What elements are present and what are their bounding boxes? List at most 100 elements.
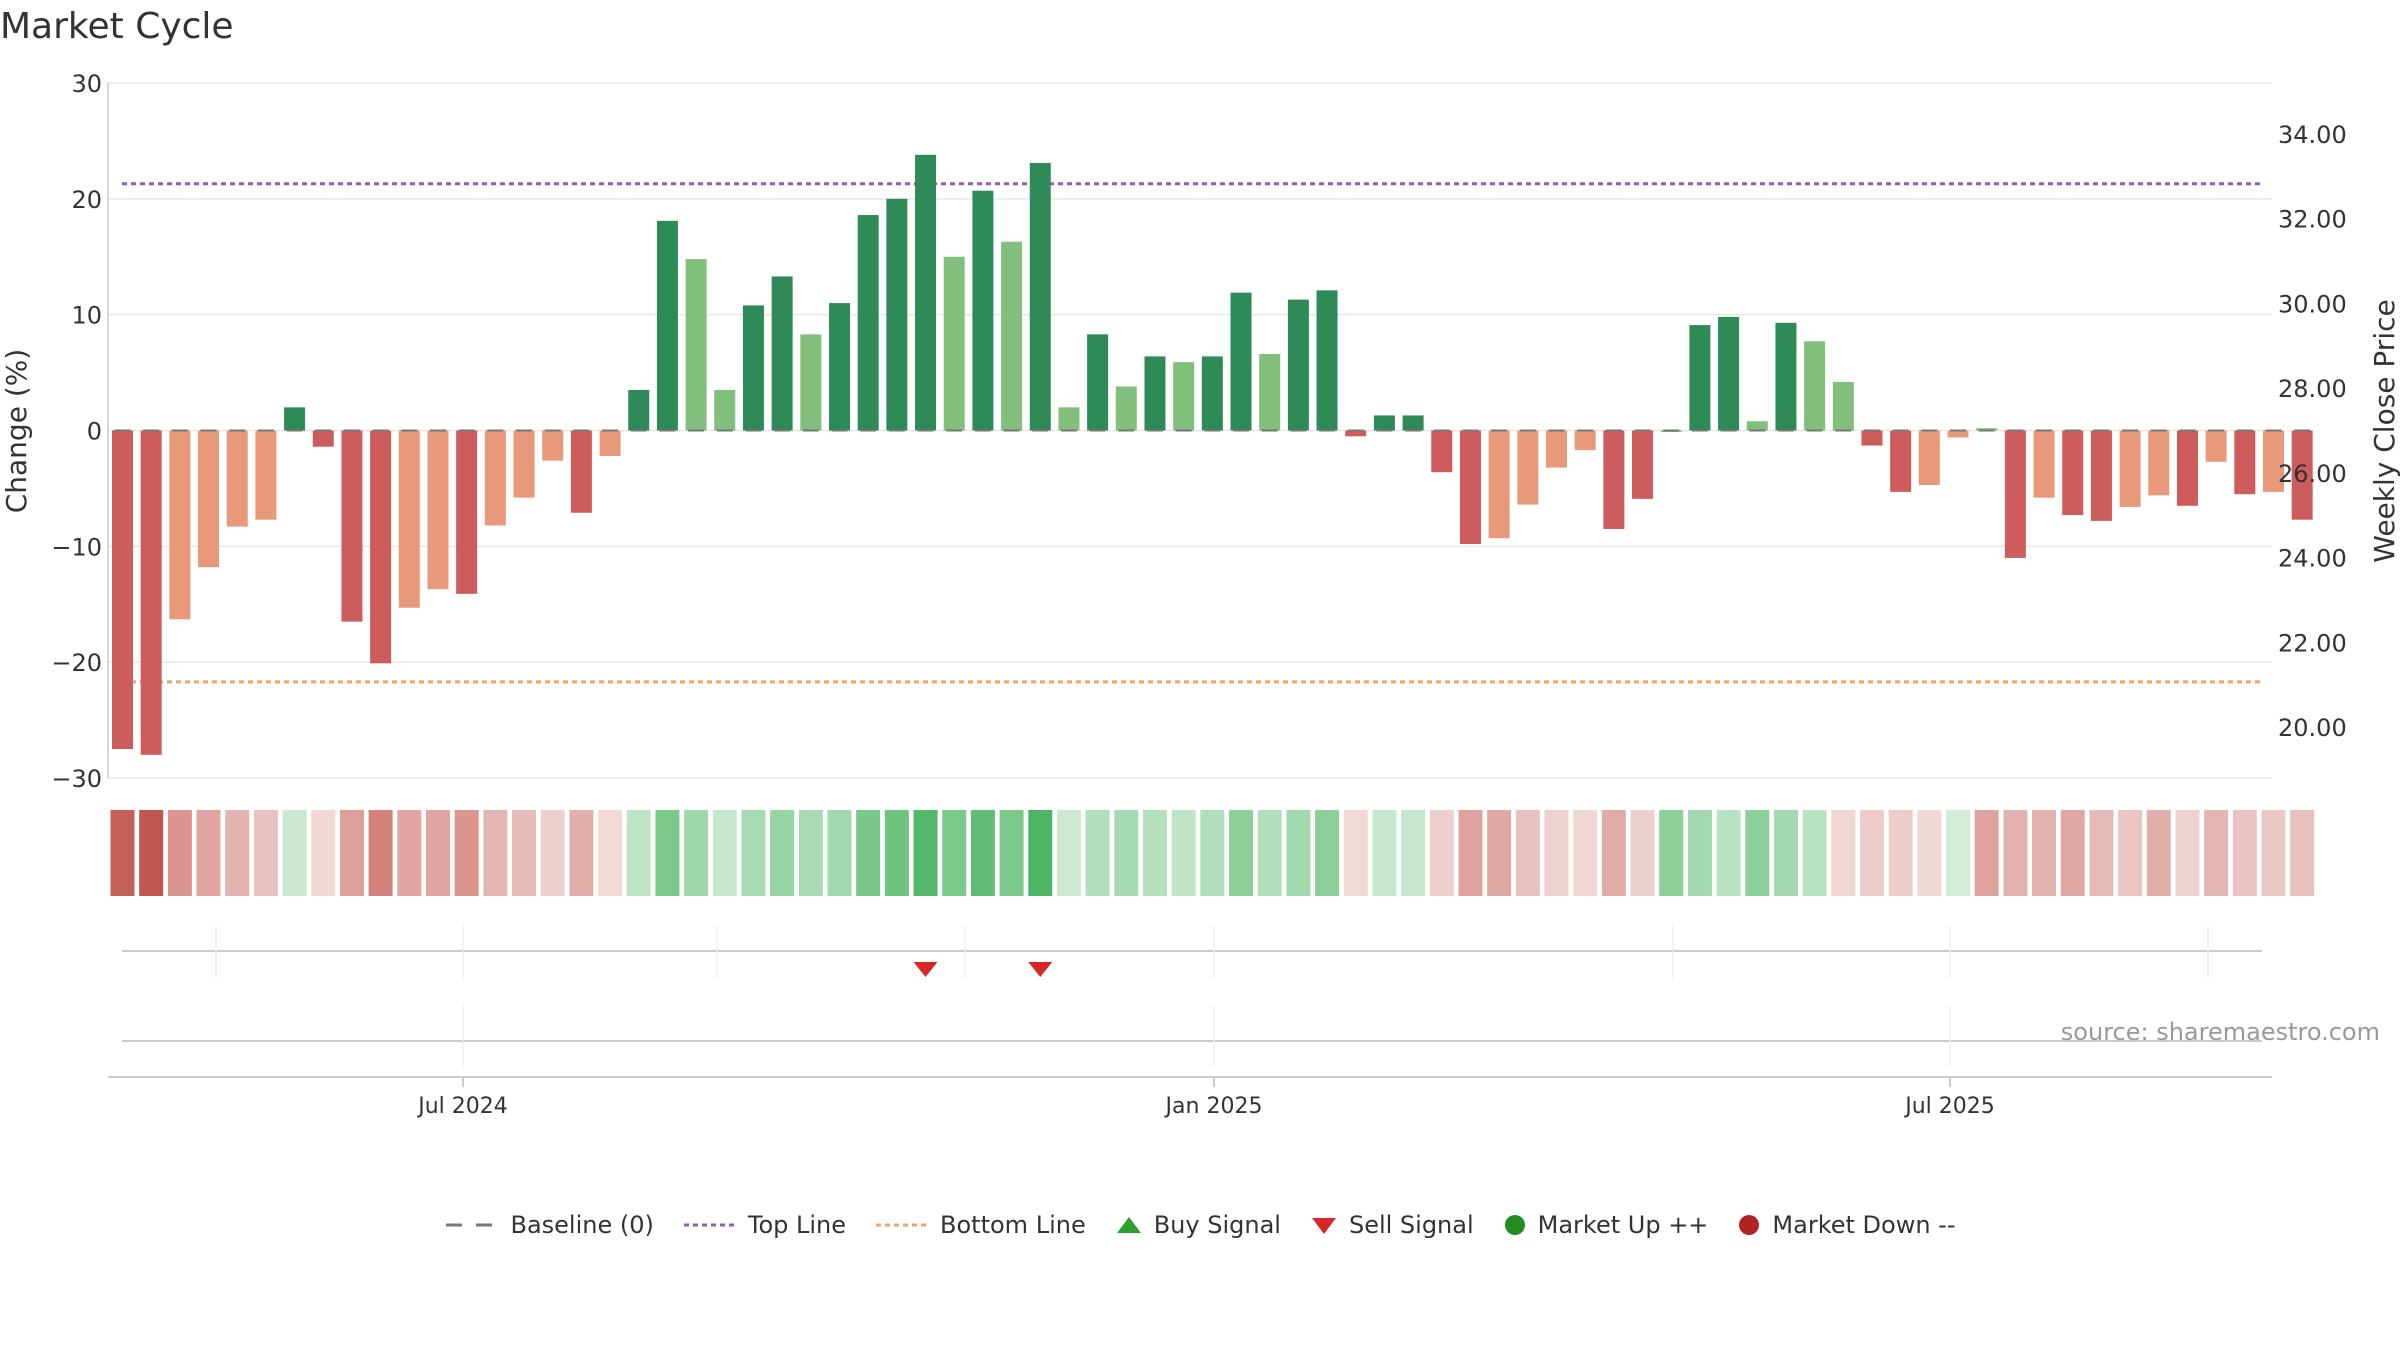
y-tick-label: −30	[51, 765, 102, 793]
y2-tick-label: 24.00	[2278, 545, 2347, 573]
bar	[1546, 430, 1567, 468]
bar	[1029, 162, 1051, 431]
heat-cell	[1458, 810, 1483, 896]
y-tick-label: −20	[51, 649, 102, 677]
x-tick-label: Jul 2024	[416, 1094, 508, 1119]
bar	[915, 154, 937, 431]
bar	[800, 334, 822, 431]
heat-strip	[110, 810, 2315, 896]
y-tick-label: 30	[71, 70, 102, 98]
bar	[2205, 430, 2227, 462]
chart-title: Market Cycle	[0, 6, 234, 47]
bar	[1804, 341, 1826, 431]
bar	[2176, 430, 2198, 506]
heat-cell	[856, 810, 881, 896]
bar	[1287, 299, 1309, 431]
y2-tick-label: 22.00	[2278, 629, 2347, 657]
bar	[1861, 430, 1883, 446]
heat-cell	[1429, 810, 1454, 896]
legend-item-market-down[interactable]: Market Down --	[1736, 1211, 1956, 1239]
heat-cell	[1802, 810, 1827, 896]
heat-cell	[970, 810, 995, 896]
bar	[628, 389, 650, 431]
legend-item-bottom-line[interactable]: Bottom Line	[874, 1211, 1086, 1239]
bar	[2090, 430, 2112, 521]
legend-item-sell-signal[interactable]: Sell Signal	[1309, 1211, 1474, 1239]
bar	[2004, 430, 2026, 558]
bars-group	[112, 154, 2313, 755]
bar	[1230, 292, 1252, 431]
bar	[1459, 430, 1481, 545]
heat-cell	[1601, 810, 1626, 896]
legend-item-buy-signal[interactable]: Buy Signal	[1114, 1211, 1281, 1239]
bar	[886, 198, 908, 431]
heat-cell	[2232, 810, 2257, 896]
heat-cell	[1630, 810, 1655, 896]
heat-cell	[1544, 810, 1569, 896]
bar	[771, 276, 793, 431]
heat-cell	[1687, 810, 1712, 896]
heat-cell	[1888, 810, 1913, 896]
heat-cell	[2204, 810, 2229, 896]
bar	[1890, 430, 1912, 492]
bar	[714, 389, 736, 431]
legend-label: Bottom Line	[940, 1211, 1086, 1239]
bar	[1517, 430, 1539, 505]
y-tick-label: −10	[51, 533, 102, 561]
y2-axis-label: Weekly Close Price	[2368, 299, 2400, 562]
bar	[312, 430, 334, 447]
bar	[370, 430, 392, 664]
heat-cell	[1917, 810, 1942, 896]
bar	[1201, 356, 1223, 431]
heat-cell	[1028, 810, 1053, 896]
bar	[284, 407, 306, 431]
heat-cell	[1085, 810, 1110, 896]
bar	[1976, 428, 1998, 431]
heat-cell	[1171, 810, 1196, 896]
bar	[685, 259, 707, 431]
y2-tick-label: 28.00	[2278, 375, 2347, 403]
heat-cell	[1315, 810, 1340, 896]
legend-item-baseline[interactable]: Baseline (0)	[444, 1211, 654, 1239]
legend-label: Top Line	[747, 1211, 847, 1239]
bar	[1689, 325, 1711, 431]
source-label: source: sharemaestro.com	[2061, 1018, 2380, 1046]
bar	[599, 430, 621, 456]
heat-cell	[684, 810, 709, 896]
triangle-down-icon	[1311, 1218, 1336, 1234]
sell-signal-marker	[913, 962, 938, 977]
bar	[742, 305, 764, 431]
heat-cell	[1286, 810, 1311, 896]
legend-item-top-line[interactable]: Top Line	[682, 1211, 846, 1239]
dash-line-icon	[446, 1223, 499, 1227]
x-tick-label: Jan 2025	[1164, 1094, 1263, 1119]
bar	[1603, 430, 1625, 529]
legend-label: Market Down --	[1772, 1211, 1956, 1239]
sell-signal-marker	[1028, 962, 1053, 977]
circle-green-icon	[1504, 1215, 1525, 1235]
legend-label: Sell Signal	[1348, 1211, 1474, 1239]
bar	[1058, 407, 1080, 431]
bar	[1718, 316, 1740, 431]
bar	[1345, 430, 1367, 437]
heat-cell	[1859, 810, 1884, 896]
triangle-up-icon	[1116, 1217, 1141, 1233]
legend-item-market-up[interactable]: Market Up ++	[1502, 1211, 1708, 1239]
heat-cell	[167, 810, 192, 896]
heat-cell	[1773, 810, 1798, 896]
heat-cell	[1372, 810, 1397, 896]
heat-cell	[2290, 810, 2315, 896]
bar	[2033, 430, 2055, 498]
bar	[972, 190, 994, 431]
heat-cell	[626, 810, 651, 896]
heat-cell	[712, 810, 737, 896]
heat-cell	[1573, 810, 1598, 896]
bar	[1431, 430, 1453, 473]
legend: Baseline (0) Top Line Bottom Line Buy Si…	[0, 1200, 2400, 1250]
bar	[398, 430, 420, 608]
heat-cell	[655, 810, 680, 896]
bar	[1775, 322, 1797, 431]
heat-cell	[1401, 810, 1426, 896]
y2-tick-label: 34.00	[2278, 121, 2347, 149]
heat-cell	[1515, 810, 1540, 896]
